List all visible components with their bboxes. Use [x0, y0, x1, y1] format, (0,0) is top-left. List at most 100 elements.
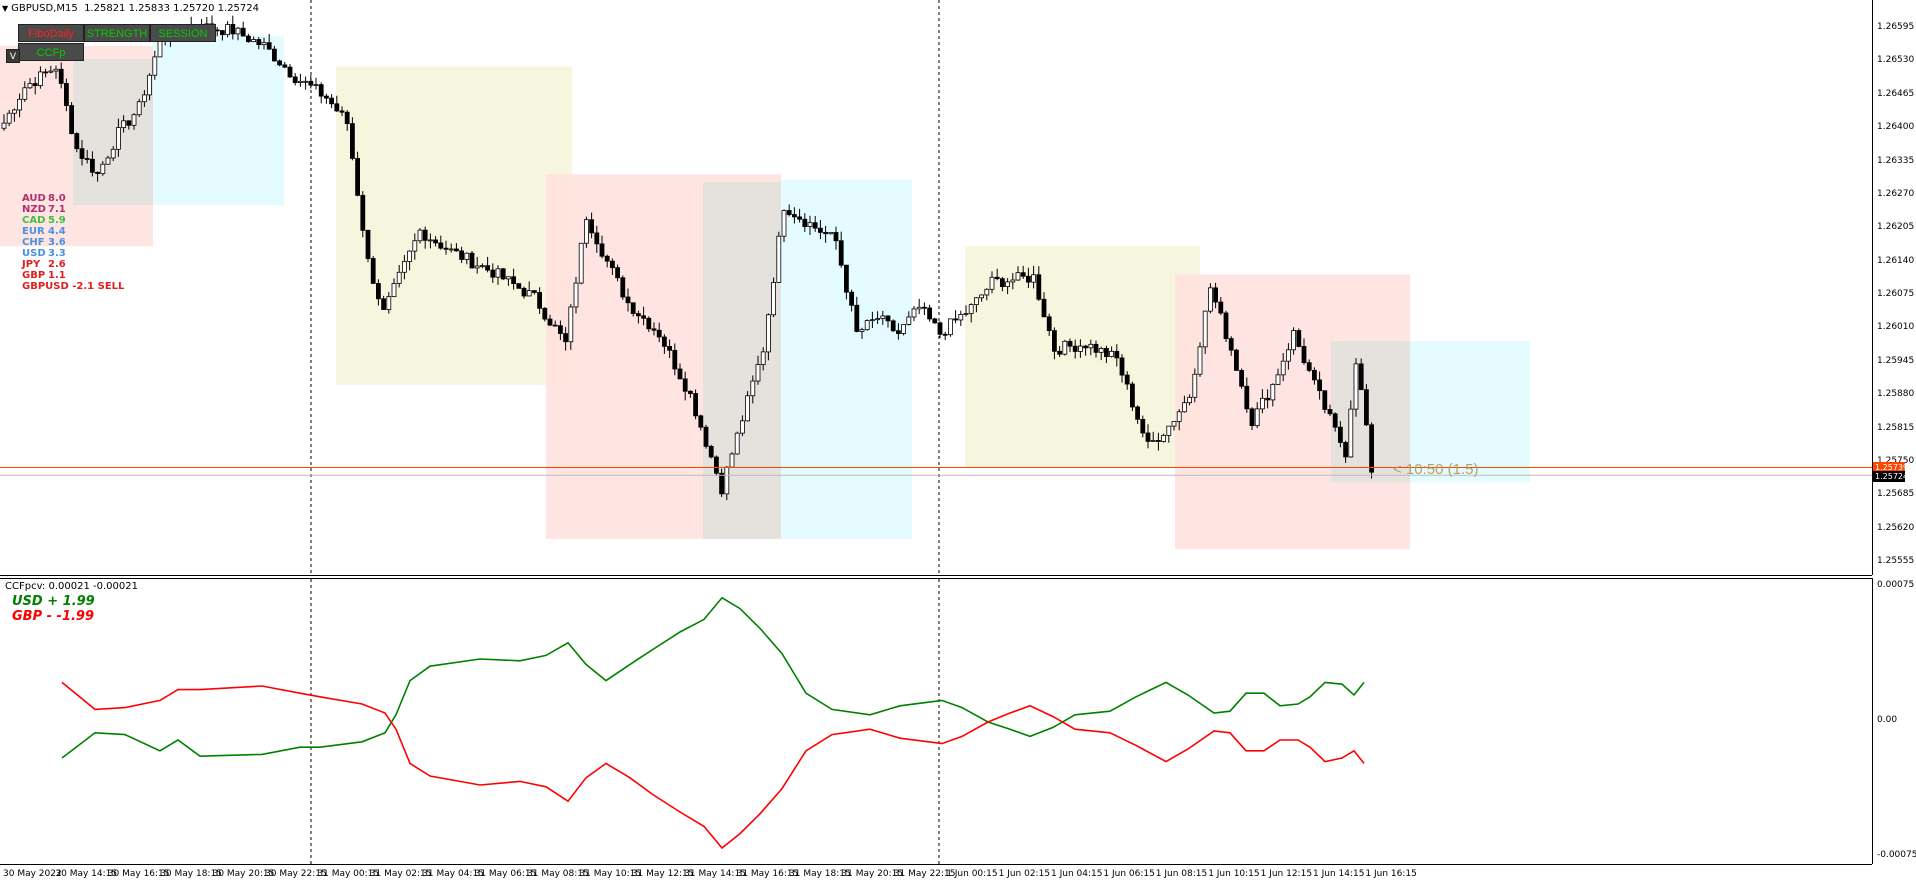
- currency-strength-value: 3.6: [48, 237, 66, 248]
- indicator-separators: [310, 579, 940, 865]
- fibo-daily-button[interactable]: FiboDaily: [18, 24, 84, 42]
- candle-body: [1332, 413, 1338, 428]
- candle-body: [427, 239, 433, 242]
- candle-body: [1312, 369, 1317, 381]
- candle-body: [693, 393, 698, 417]
- candle-body: [526, 290, 532, 297]
- candle-body: [802, 218, 808, 227]
- candle-body: [1119, 357, 1125, 376]
- candle-body: [547, 318, 553, 326]
- candle-body: [740, 420, 745, 434]
- candle-body: [516, 283, 522, 289]
- strength-button[interactable]: STRENGTH: [84, 24, 150, 42]
- currency-strength-value: 5.9: [48, 215, 66, 226]
- candle-body: [1223, 312, 1229, 339]
- time-tick-label: 31 May 10:15: [579, 869, 642, 879]
- candle-body: [890, 320, 896, 332]
- candle-body: [1150, 440, 1156, 442]
- time-tick-label: 30 May 2022: [3, 869, 62, 879]
- price-tick-label: 1.26335: [1877, 155, 1915, 166]
- strength-row: AUD 8.0: [22, 193, 124, 204]
- candle-body: [589, 219, 594, 234]
- candle-body: [318, 84, 324, 97]
- candle-body: [1343, 442, 1348, 458]
- candle-body: [573, 282, 579, 308]
- candle-body: [901, 324, 906, 334]
- candle-body: [1171, 421, 1177, 427]
- session-box: [1410, 341, 1530, 483]
- candle-body: [1270, 383, 1276, 401]
- time-tick-label: 31 May 18:15: [789, 869, 851, 879]
- price-tick-label: 1.26530: [1877, 55, 1915, 66]
- candle-body: [100, 163, 106, 174]
- time-tick-label: 30 May 14:15: [55, 869, 118, 879]
- time-tick-label: 1 Jun 08:15: [1155, 869, 1208, 879]
- candle-body: [1317, 379, 1322, 392]
- candle-body: [1291, 330, 1296, 351]
- price-tick-label: 1.26010: [1877, 322, 1915, 333]
- candle-body: [469, 252, 475, 269]
- gbp-strength-line: [61, 681, 1365, 850]
- candle-body: [121, 120, 126, 129]
- usd-strength-line: [61, 596, 1365, 759]
- candle-body: [1088, 343, 1094, 349]
- price-chart-canvas[interactable]: [0, 0, 1872, 575]
- candle-body: [1327, 409, 1333, 415]
- candle-body: [251, 39, 257, 43]
- candle-body: [911, 308, 917, 318]
- price-axis[interactable]: 1.26595 1.26530 1.26465 1.26400 1.26335 1.262…: [1872, 0, 1916, 575]
- candle-body: [1182, 402, 1187, 413]
- time-tick-label: 31 May 06:15: [474, 869, 537, 879]
- candle-body: [708, 445, 714, 458]
- candle-body: [235, 27, 241, 35]
- currency-code: CAD: [22, 215, 46, 226]
- candle-body: [610, 260, 615, 269]
- time-tick-label: 30 May 16:15: [107, 869, 170, 879]
- indicator-tick-label: 0.00075: [1877, 580, 1915, 590]
- candle-body: [141, 94, 147, 103]
- candle-body: [745, 395, 750, 422]
- candle-body: [1020, 272, 1026, 277]
- price-chart-pane[interactable]: ▼ GBPUSD,M15 1.25821 1.25833 1.25720 1.25…: [0, 0, 1872, 576]
- candle-body: [1000, 278, 1005, 288]
- candle-body: [1109, 350, 1114, 357]
- candle-body: [433, 239, 439, 244]
- candle-body: [1156, 440, 1161, 442]
- time-tick-label: 1 Jun 04:15: [1051, 869, 1103, 879]
- candle-body: [1265, 397, 1270, 401]
- candle-body: [1036, 274, 1042, 300]
- candle-body: [875, 318, 880, 321]
- candle-body: [443, 247, 449, 250]
- indicator-canvas[interactable]: [0, 579, 1872, 865]
- candle-body: [79, 148, 85, 159]
- candle-body: [781, 210, 787, 237]
- candle-body: [948, 318, 953, 336]
- candle-body: [615, 267, 620, 279]
- session-button[interactable]: SESSION: [150, 24, 216, 42]
- candle-body: [542, 307, 548, 320]
- candle-body: [136, 101, 142, 116]
- candle-body: [1364, 389, 1369, 426]
- indicator-pane[interactable]: [0, 578, 1872, 865]
- candle-body: [334, 103, 340, 112]
- candle-body: [1338, 426, 1343, 443]
- indicator-header: CCFpcv: 0.00021 -0.00021: [5, 581, 138, 592]
- candle-body: [844, 264, 849, 293]
- visibility-toggle-button[interactable]: V: [6, 49, 20, 63]
- collapse-triangle-icon[interactable]: ▼: [2, 4, 9, 13]
- candle-body: [1197, 346, 1203, 375]
- candle-body: [386, 296, 392, 310]
- candle-body: [105, 157, 111, 165]
- indicator-axis[interactable]: 0.00075 0.00 -0.00075: [1872, 578, 1916, 864]
- ccfp-button[interactable]: CCFp: [18, 43, 84, 61]
- time-axis[interactable]: 30 May 2022 30 May 14:15 30 May 16:15 30 Ma…: [0, 864, 1872, 886]
- candle-body: [1301, 346, 1307, 364]
- candle-body: [755, 364, 761, 382]
- candle-body: [994, 276, 1000, 280]
- candle-body: [1041, 298, 1047, 318]
- time-tick-label: 1 Jun 00:15: [946, 869, 998, 879]
- candle-body: [339, 110, 345, 113]
- candle-body: [636, 313, 641, 317]
- candle-body: [459, 250, 465, 260]
- candle-body: [479, 265, 485, 268]
